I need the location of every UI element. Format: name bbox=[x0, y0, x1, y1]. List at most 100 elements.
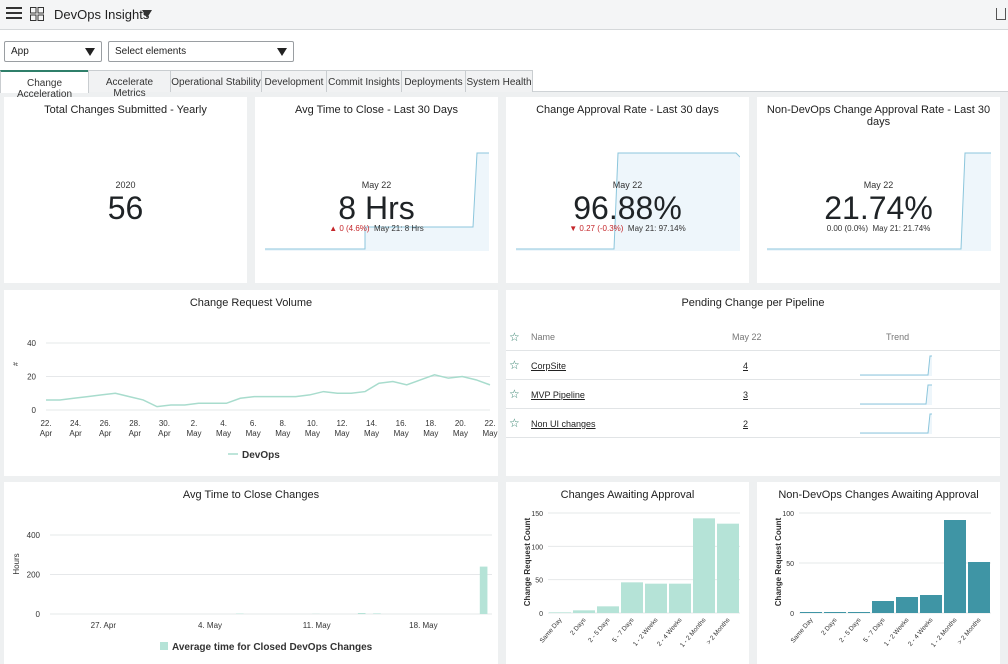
sparkline-area bbox=[516, 153, 740, 251]
share-icon[interactable] bbox=[996, 8, 1006, 20]
avg-time-sparkline bbox=[265, 152, 489, 251]
bar bbox=[357, 613, 366, 614]
pipeline-count-link[interactable]: 2 bbox=[743, 419, 749, 429]
x-tick-label: Apr bbox=[129, 429, 142, 438]
series-line-devops bbox=[46, 374, 491, 408]
y-tick-label: 100 bbox=[531, 544, 543, 551]
x-tick-label: May bbox=[364, 429, 379, 438]
x-tick-label: 22. bbox=[40, 419, 51, 428]
dashboard-dropdown-icon[interactable] bbox=[142, 10, 152, 18]
kpi-delta-row: ▼ 0.27 (-0.3%) May 21: 97.14% bbox=[506, 224, 749, 233]
kpi-delta: 0.00 (0.0%) bbox=[826, 224, 869, 233]
bar bbox=[669, 583, 691, 613]
x-tick-label: 8. bbox=[279, 419, 286, 428]
x-tick-label: May bbox=[334, 429, 349, 438]
x-tick-label: May bbox=[482, 429, 497, 438]
trend-sparkline bbox=[860, 413, 932, 434]
y-tick-label: 0 bbox=[32, 406, 37, 415]
x-tick-label: May bbox=[275, 429, 290, 438]
kpi-date: 2020 bbox=[115, 180, 136, 190]
kpi-delta: ▼ 0.27 (-0.3%) bbox=[569, 224, 624, 233]
approval-rate-sparkline bbox=[516, 152, 740, 251]
star-icon[interactable]: ☆ bbox=[509, 387, 520, 401]
x-tick-label: 2 - 5 Days bbox=[587, 616, 612, 644]
sparkline-area bbox=[767, 153, 991, 251]
x-tick-label: > 2 Months bbox=[956, 616, 983, 646]
row-divider bbox=[506, 408, 1000, 409]
bar bbox=[896, 597, 918, 613]
star-icon[interactable]: ☆ bbox=[509, 358, 520, 372]
y-tick-label: 200 bbox=[27, 571, 41, 580]
pipeline-count-link[interactable]: 4 bbox=[743, 361, 749, 371]
column-header-name[interactable]: Name bbox=[531, 332, 556, 342]
bar bbox=[373, 613, 381, 614]
x-tick-label: 4. bbox=[220, 419, 227, 428]
y-tick-label: 20 bbox=[27, 373, 36, 382]
row-divider bbox=[506, 437, 1000, 438]
chevron-down-icon bbox=[277, 48, 287, 56]
y-tick-label: 0 bbox=[36, 610, 41, 619]
app-select[interactable]: App bbox=[4, 41, 102, 62]
bar bbox=[549, 612, 571, 613]
tab-accelerate-metrics[interactable]: Accelerate Metrics bbox=[88, 70, 171, 99]
x-tick-label: Apr bbox=[99, 429, 112, 438]
sparkline-area bbox=[265, 153, 489, 251]
pipeline-link-corpsite[interactable]: CorpSite bbox=[531, 361, 567, 371]
pipeline-link-mvp[interactable]: MVP Pipeline bbox=[531, 390, 585, 400]
star-icon[interactable]: ☆ bbox=[509, 330, 520, 344]
card-title: Non-DevOps Changes Awaiting Approval bbox=[778, 489, 979, 501]
bar bbox=[824, 612, 846, 613]
sparkline-line bbox=[516, 152, 740, 250]
elements-select[interactable]: Select elements bbox=[108, 41, 294, 62]
legend-label: Average time for Closed DevOps Changes bbox=[172, 642, 373, 653]
bar bbox=[645, 583, 667, 613]
pending-change-card: Pending Change per Pipeline ☆ Name May 2… bbox=[506, 290, 1000, 476]
pipeline-link-non-ui[interactable]: Non UI changes bbox=[531, 419, 596, 429]
kpi-value: 96.88% bbox=[573, 190, 682, 226]
tab-change-acceleration[interactable]: Change Acceleration bbox=[0, 70, 89, 100]
column-header-date[interactable]: May 22 bbox=[732, 332, 762, 342]
card-title: Change Request Volume bbox=[189, 297, 313, 309]
kpi-delta-row: 0.00 (0.0%) May 21: 21.74% bbox=[757, 224, 1000, 233]
y-tick-label: 50 bbox=[535, 578, 543, 585]
filter-bar: App Select elements bbox=[0, 30, 1008, 70]
pipeline-count-link[interactable]: 3 bbox=[743, 390, 749, 400]
x-tick-label: Apr bbox=[40, 429, 53, 438]
bar bbox=[920, 595, 942, 613]
x-tick-label: May bbox=[246, 429, 261, 438]
hamburger-menu-icon[interactable] bbox=[6, 7, 22, 21]
tab-commit-insights[interactable]: Commit Insights bbox=[326, 70, 402, 92]
app-select-value: App bbox=[11, 46, 29, 57]
tab-deployments[interactable]: Deployments bbox=[401, 70, 466, 92]
bar bbox=[693, 518, 715, 613]
bar bbox=[800, 612, 822, 613]
bar bbox=[968, 562, 990, 613]
change-request-volume-chart: 02040#22.Apr24.Apr26.Apr28.Apr30.Apr2.Ma… bbox=[13, 339, 498, 461]
x-tick-label: 16. bbox=[396, 419, 407, 428]
y-tick-label: 400 bbox=[27, 531, 41, 540]
kpi-date: May 22 bbox=[612, 180, 643, 190]
x-tick-label: Apr bbox=[69, 429, 82, 438]
apps-grid-icon[interactable] bbox=[30, 7, 44, 21]
sparkline-line bbox=[265, 152, 489, 250]
nondevops-rate-card: Non-DevOps Change Approval Rate - Last 3… bbox=[757, 97, 1000, 283]
x-tick-label: 20. bbox=[455, 419, 466, 428]
bar bbox=[573, 610, 595, 613]
nondevops-rate-sparkline bbox=[767, 152, 991, 251]
legend-label: DevOps bbox=[242, 450, 280, 461]
card-title: Avg Time to Close Changes bbox=[182, 489, 320, 501]
tab-operational-stability[interactable]: Operational Stability bbox=[170, 70, 262, 92]
star-icon[interactable]: ☆ bbox=[509, 416, 520, 430]
change-request-volume-card: Change Request Volume 0 20 40 #22. Apr 24. Apr… bbox=[4, 290, 498, 476]
dashboard-title[interactable]: DevOps Insights bbox=[54, 7, 150, 22]
kpi-date: May 22 bbox=[863, 180, 894, 190]
kpi-value: 21.74% bbox=[824, 190, 933, 226]
bar bbox=[717, 523, 739, 613]
avg-time-card: Avg Time to Close - Last 30 Days May 22 … bbox=[255, 97, 498, 283]
tab-development[interactable]: Development bbox=[261, 70, 327, 92]
kpi-previous: May 21: 21.74% bbox=[872, 224, 931, 233]
x-tick-label: 11. May bbox=[303, 621, 331, 630]
y-tick-label: 0 bbox=[790, 611, 794, 618]
tab-system-health[interactable]: System Health bbox=[465, 70, 533, 92]
